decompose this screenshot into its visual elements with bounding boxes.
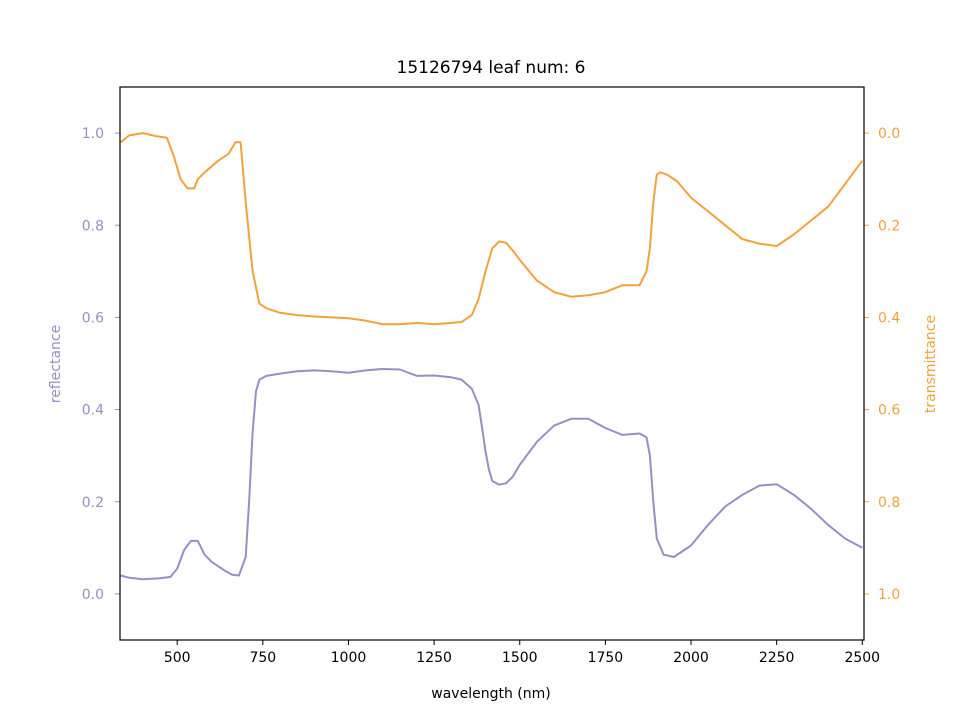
y-tick-label-left: 1.0	[82, 126, 104, 142]
y-tick-label-right: 0.2	[878, 218, 900, 234]
y-tick-label-left: 0.0	[82, 587, 104, 603]
x-tick-label: 1250	[416, 650, 452, 666]
ticks-layer: 500 750 1000 1250 1500 1750 2000 2250 2500 0.0 0.2…	[82, 126, 901, 666]
x-tick-label: 500	[164, 650, 191, 666]
y-tick-label-left: 0.8	[82, 218, 104, 234]
x-tick-label: 1750	[588, 650, 624, 666]
y-tick-label-left: 0.2	[82, 495, 104, 511]
y-tick-label-right: 1.0	[878, 587, 900, 603]
x-tick-label: 750	[249, 650, 276, 666]
y-tick-label-right: 0.0	[878, 126, 900, 142]
plot-frame	[119, 86, 865, 641]
y-axis-label-left: reflectance	[48, 325, 64, 403]
x-axis-label: wavelength (nm)	[431, 686, 550, 702]
reflectance-series-line	[120, 368, 863, 581]
y-tick-label-right: 0.4	[878, 310, 900, 326]
y-tick-label-left: 0.4	[82, 403, 104, 419]
y-axis-label-right: transmittance	[923, 315, 939, 413]
x-tick-label: 2250	[759, 650, 795, 666]
chart-title: 15126794 leaf num: 6	[397, 58, 586, 78]
y-tick-label-right: 0.6	[878, 403, 900, 419]
x-tick-label: 1000	[331, 650, 367, 666]
y-tick-label-right: 0.8	[878, 495, 900, 511]
x-tick-label: 2500	[844, 650, 880, 666]
transmittance-series-line	[120, 132, 864, 326]
x-tick-label: 2000	[673, 650, 709, 666]
x-tick-label: 1500	[502, 650, 538, 666]
series-layer	[120, 132, 864, 581]
y-tick-label-left: 0.6	[82, 310, 104, 326]
